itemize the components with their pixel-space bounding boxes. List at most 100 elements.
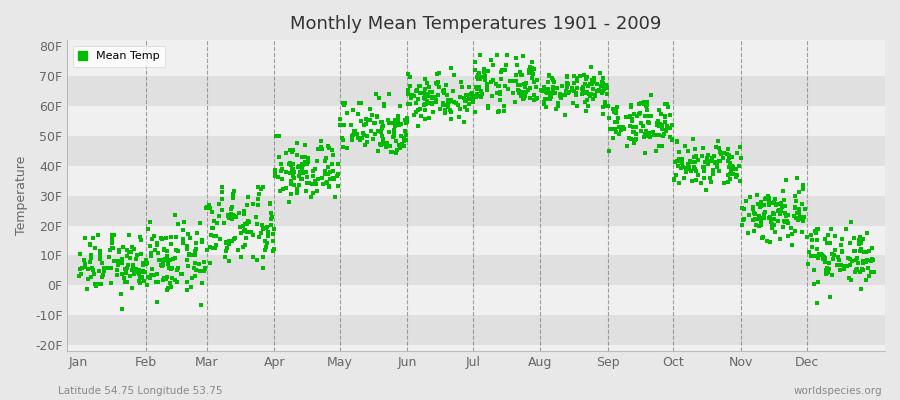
Point bbox=[769, 202, 783, 208]
Point bbox=[468, 109, 482, 115]
Point bbox=[147, 272, 161, 278]
Point bbox=[212, 201, 227, 207]
Point bbox=[745, 204, 760, 210]
Point bbox=[791, 210, 806, 216]
Point bbox=[418, 94, 432, 100]
Point bbox=[743, 193, 758, 200]
Point bbox=[228, 235, 242, 241]
Point bbox=[104, 240, 119, 246]
Point bbox=[411, 107, 426, 114]
Point bbox=[390, 118, 404, 125]
Point bbox=[91, 281, 105, 287]
Point bbox=[239, 228, 254, 235]
Point bbox=[670, 158, 684, 164]
Point bbox=[752, 215, 767, 222]
Point bbox=[249, 214, 264, 220]
Point bbox=[238, 242, 252, 248]
Point bbox=[441, 97, 455, 103]
Point bbox=[144, 252, 158, 259]
Point bbox=[194, 220, 208, 226]
Point bbox=[637, 101, 652, 107]
Point bbox=[626, 129, 640, 136]
Point bbox=[578, 80, 592, 87]
Point bbox=[491, 109, 506, 115]
Point bbox=[390, 146, 404, 153]
Point bbox=[673, 164, 688, 171]
Point bbox=[701, 158, 716, 164]
Point bbox=[260, 240, 274, 246]
Point bbox=[491, 109, 505, 115]
Point bbox=[374, 119, 388, 126]
Point bbox=[413, 90, 428, 96]
Point bbox=[561, 80, 575, 87]
Point bbox=[632, 110, 646, 117]
Point bbox=[567, 79, 581, 86]
Point bbox=[147, 233, 161, 239]
Point bbox=[473, 94, 488, 100]
Point bbox=[391, 117, 405, 123]
Point bbox=[263, 200, 277, 207]
Point bbox=[238, 227, 253, 233]
Point bbox=[588, 93, 602, 100]
Point bbox=[481, 104, 495, 111]
Point bbox=[607, 109, 621, 115]
Point bbox=[594, 88, 608, 94]
Point bbox=[357, 131, 372, 138]
Point bbox=[453, 106, 467, 112]
Point bbox=[106, 231, 121, 238]
Point bbox=[579, 76, 593, 83]
Point bbox=[132, 267, 147, 274]
Point bbox=[818, 255, 832, 261]
Point bbox=[164, 284, 178, 290]
Point bbox=[737, 206, 751, 213]
Point bbox=[206, 245, 220, 252]
Point bbox=[671, 180, 686, 186]
Point bbox=[354, 100, 368, 106]
Point bbox=[844, 219, 859, 226]
Point bbox=[125, 266, 140, 273]
Point bbox=[550, 85, 564, 92]
Point bbox=[295, 176, 310, 182]
Point bbox=[225, 216, 239, 223]
Point bbox=[506, 78, 520, 84]
Point bbox=[126, 263, 140, 270]
Point bbox=[710, 164, 724, 170]
Point bbox=[713, 158, 727, 164]
Point bbox=[853, 239, 868, 246]
Point bbox=[834, 236, 849, 242]
Point bbox=[86, 235, 100, 241]
Point bbox=[725, 164, 740, 170]
Point bbox=[566, 88, 580, 94]
Point bbox=[761, 193, 776, 199]
Point bbox=[410, 87, 424, 93]
Point bbox=[351, 135, 365, 142]
Point bbox=[301, 158, 315, 165]
Point bbox=[659, 127, 673, 134]
Point bbox=[422, 88, 436, 95]
Point bbox=[328, 194, 342, 200]
Point bbox=[861, 273, 876, 280]
Point bbox=[382, 91, 397, 97]
Point bbox=[278, 150, 293, 156]
Point bbox=[151, 278, 166, 285]
Point bbox=[104, 231, 119, 238]
Point bbox=[407, 112, 421, 118]
Point bbox=[800, 234, 814, 240]
Point bbox=[696, 164, 710, 170]
Point bbox=[298, 142, 312, 149]
Point bbox=[670, 139, 684, 145]
Point bbox=[662, 104, 676, 110]
Bar bbox=[68, 256, 885, 285]
Point bbox=[225, 204, 239, 210]
Point bbox=[491, 83, 506, 90]
Point bbox=[599, 91, 614, 97]
Point bbox=[418, 107, 432, 113]
Point bbox=[457, 95, 472, 101]
Point bbox=[421, 84, 436, 90]
Point bbox=[231, 247, 246, 253]
Point bbox=[567, 73, 581, 80]
Point bbox=[437, 107, 452, 113]
Point bbox=[700, 154, 715, 161]
Point bbox=[599, 85, 614, 92]
Point bbox=[125, 244, 140, 250]
